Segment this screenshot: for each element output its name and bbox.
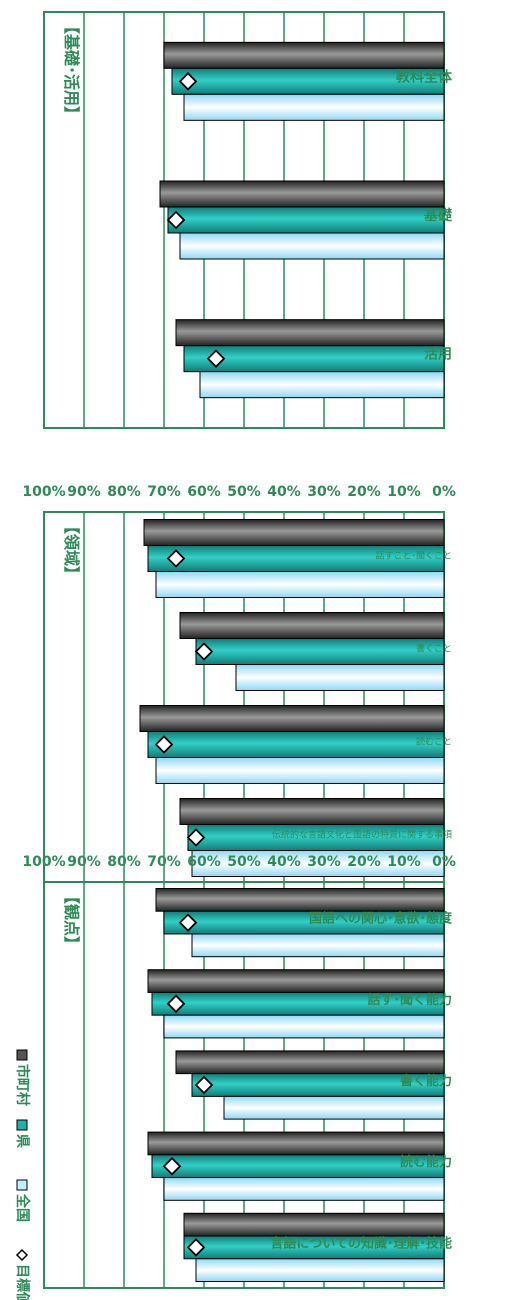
prefecture-bar: [147, 731, 445, 758]
municipality-bar: [179, 798, 445, 825]
y-tick-label: 30%: [307, 854, 341, 870]
target-marker: [194, 642, 214, 661]
municipality-bar: [179, 612, 445, 639]
national-bar: [223, 1095, 445, 1120]
y-tick-label: 80%: [107, 854, 141, 870]
national-bar: [155, 571, 445, 598]
target-marker: [154, 735, 174, 754]
legend-label: 目標値: [14, 1264, 31, 1300]
target-marker: [166, 549, 186, 568]
prefecture-bar: [167, 206, 445, 234]
national-bar: [191, 850, 445, 877]
y-tick-label: 70%: [147, 484, 181, 500]
target-marker: [178, 72, 198, 91]
prefecture-bar: [195, 638, 445, 665]
y-tick-label: 20%: [347, 484, 381, 500]
municipality-bar: [147, 969, 445, 993]
category-label: 言語についての知識･理解･技能: [270, 1235, 452, 1251]
y-tick-label: 20%: [347, 854, 381, 870]
y-tick-label: 0%: [432, 854, 456, 870]
category-label: 書く能力: [400, 1073, 452, 1089]
category-label: 話す･聞く能力: [367, 992, 452, 1008]
target-marker: [178, 913, 198, 932]
chart-panel-1: 0%10%20%30%40%50%60%70%80%90%100%【基礎･活用】…: [43, 11, 453, 429]
municipality-bar: [139, 705, 445, 732]
national-bar: [235, 664, 445, 691]
chart-title: 【領域】: [62, 518, 81, 582]
target-marker: [194, 1075, 214, 1095]
chart-panel-3: 0% 10% 20% 30% 40% 50% 60% 70% 80% 90%100% 【観点】 国語へ…: [22, 854, 456, 1289]
y-tick-label: 10%: [387, 484, 421, 500]
national-bar: [199, 371, 445, 399]
y-tick-label: 40%: [267, 484, 301, 500]
category-label: 書くこと: [416, 643, 452, 655]
y-tick-label: 0%: [432, 484, 456, 500]
chart-title: 【基礎･活用】: [62, 18, 81, 122]
municipality-bar: [143, 519, 445, 546]
y-tick-label: 100%: [22, 484, 65, 500]
y-tick-label: 30%: [307, 484, 341, 500]
municipality-bar: [155, 887, 445, 912]
municipality-bar: [175, 319, 445, 347]
national-bar: [179, 232, 445, 260]
municipality-bar: [175, 1050, 445, 1075]
y-tick-label: 70%: [147, 854, 181, 870]
y-tick-label: 80%: [107, 484, 141, 500]
chart-panel-2: 0%10%20%30%40%50%60%70%80%90%100%【領域】 話すこ…: [22, 484, 456, 885]
national-bar: [191, 933, 445, 958]
category-label: 伝統的な言語文化と国語の特質に関する事項: [272, 829, 452, 841]
national-bar: [183, 93, 445, 121]
legend-target-icon: [15, 1248, 29, 1262]
target-marker: [166, 994, 186, 1014]
y-tick-label: 50%: [227, 854, 261, 870]
target-marker: [186, 828, 206, 847]
legend-label: 県: [14, 1134, 30, 1148]
y-tick-label: 60%: [187, 484, 221, 500]
legend-label: 全国: [14, 1193, 31, 1222]
category-label: 読む能力: [400, 1154, 452, 1170]
municipality-bar: [147, 1131, 445, 1156]
y-tick-label: 60%: [187, 854, 221, 870]
municipality-bar: [163, 41, 445, 69]
y-tick-label: 90%: [67, 854, 101, 870]
y-tick-label: 40%: [267, 854, 301, 870]
y-tick-label: 100%: [22, 854, 65, 870]
national-bar: [195, 1258, 445, 1283]
target-marker: [206, 349, 226, 368]
y-tick-label: 90%: [67, 484, 101, 500]
legend-swatch: [16, 1049, 28, 1061]
category-label: 基礎: [424, 207, 453, 224]
category-label: 話すこと･聞くこと: [375, 550, 452, 562]
legend-swatch: [16, 1119, 28, 1131]
target-marker: [166, 210, 186, 230]
target-marker: [186, 1238, 206, 1257]
legend-swatch: [16, 1179, 28, 1191]
category-label: 読むこと: [416, 736, 452, 748]
national-bar: [163, 1014, 445, 1039]
category-label: 教科全体: [396, 68, 453, 85]
target-marker: [162, 1156, 182, 1176]
category-label: 活用: [424, 346, 452, 363]
y-tick-label: 10%: [387, 854, 421, 870]
national-bar: [155, 757, 445, 784]
chart-title: 【観点】: [62, 888, 81, 952]
legend-label: 市町村: [14, 1064, 31, 1106]
y-tick-label: 50%: [227, 484, 261, 500]
municipality-bar: [183, 1212, 445, 1237]
national-bar: [163, 1177, 445, 1201]
category-label: 国語への関心･意欲･態度: [309, 911, 453, 927]
municipality-bar: [159, 180, 445, 208]
